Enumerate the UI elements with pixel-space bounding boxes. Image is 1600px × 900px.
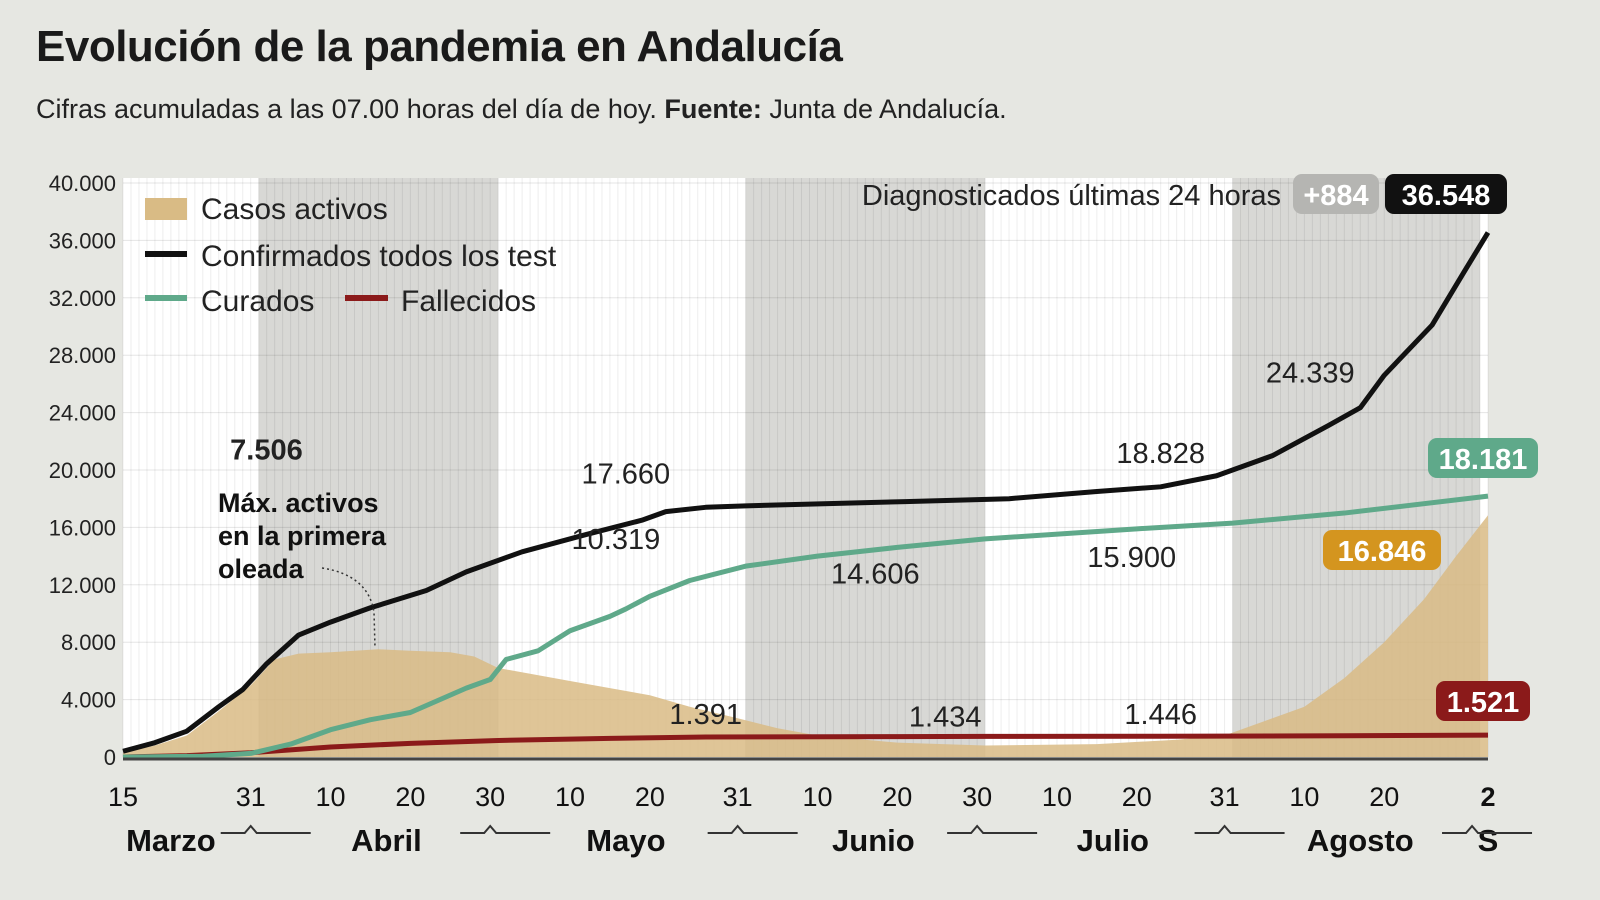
month-label: Julio — [1077, 823, 1149, 858]
diagnosticados-label: Diagnosticados últimas 24 horas — [862, 180, 1281, 212]
subtitle: Cifras acumuladas a las 07.00 horas del … — [36, 94, 1007, 125]
confirmados-badge-text: 36.548 — [1402, 180, 1491, 212]
x-tick-label: 20 — [1122, 782, 1152, 812]
x-tick-label: 30 — [475, 782, 505, 812]
month-label: Junio — [832, 823, 915, 858]
x-tick-label: 20 — [1369, 782, 1399, 812]
y-tick-label: 28.000 — [49, 343, 116, 368]
month-label: Marzo — [126, 823, 216, 858]
legend-label: Casos activos — [201, 193, 388, 226]
legend-label: Confirmados todos los test — [201, 240, 557, 273]
x-tick-label: 2 — [1480, 782, 1495, 812]
y-tick-label: 24.000 — [49, 401, 116, 426]
source-label: Fuente: — [664, 94, 762, 124]
max-activos-note: oleada — [218, 554, 305, 584]
month-separator — [707, 824, 798, 834]
legend-label: Curados — [201, 285, 314, 318]
annotation-label: 1.434 — [909, 701, 982, 733]
annotation-label: 1.446 — [1124, 699, 1197, 731]
month-separator — [460, 824, 551, 834]
x-tick-label: 10 — [802, 782, 832, 812]
subtitle-text: Cifras acumuladas a las 07.00 horas del … — [36, 94, 657, 124]
y-tick-label: 0 — [104, 745, 116, 770]
curados-badge-text: 18.181 — [1439, 444, 1528, 476]
annotation-label: 10.319 — [572, 524, 661, 556]
max-activos-note: Máx. activos — [218, 488, 379, 518]
y-tick-label: 36.000 — [49, 228, 116, 253]
activos-badge — [1323, 530, 1441, 570]
x-tick-label: 10 — [555, 782, 585, 812]
x-tick-label: 31 — [1210, 782, 1240, 812]
source-text: Junta de Andalucía. — [769, 94, 1007, 124]
x-tick-label: 20 — [395, 782, 425, 812]
series-area-casos-activos — [123, 515, 1488, 757]
x-tick-label: 30 — [962, 782, 992, 812]
y-tick-label: 4.000 — [61, 688, 116, 713]
legend-label: Fallecidos — [401, 285, 536, 318]
curados-badge — [1428, 438, 1538, 478]
month-label: Agosto — [1307, 823, 1414, 858]
x-tick-label: 10 — [1289, 782, 1319, 812]
fallecidos-badge — [1436, 681, 1530, 721]
series-line-curados — [122, 493, 1489, 760]
x-tick-label: 20 — [635, 782, 665, 812]
month-label: S — [1478, 823, 1499, 858]
legend-swatch-activos — [145, 198, 187, 220]
shaded-month-band — [745, 178, 986, 757]
x-tick-label: 10 — [316, 782, 346, 812]
x-tick-label: 31 — [236, 782, 266, 812]
y-tick-label: 12.000 — [49, 573, 116, 598]
fallecidos-badge-text: 1.521 — [1447, 687, 1520, 719]
annotation-label: 18.828 — [1116, 438, 1205, 470]
max-activos-note: en la primera — [218, 521, 387, 551]
delta-badge-text: +884 — [1303, 180, 1368, 212]
y-tick-label: 16.000 — [49, 515, 116, 540]
month-label: Mayo — [586, 823, 665, 858]
y-tick-label: 20.000 — [49, 458, 116, 483]
y-tick-label: 8.000 — [61, 630, 116, 655]
confirmados-badge — [1385, 174, 1507, 214]
annotation-label: 15.900 — [1087, 542, 1176, 574]
delta-badge — [1293, 174, 1379, 214]
month-separator — [1194, 824, 1285, 834]
month-label: Abril — [351, 823, 422, 858]
month-separator — [220, 824, 311, 834]
month-separator — [947, 824, 1038, 834]
y-tick-label: 40.000 — [49, 171, 116, 196]
page-title: Evolución de la pandemia en Andalucía — [36, 22, 843, 71]
x-tick-label: 31 — [723, 782, 753, 812]
annotation-label: 24.339 — [1266, 358, 1355, 390]
x-tick-label: 15 — [108, 782, 138, 812]
annotation-label: 14.606 — [831, 558, 920, 590]
annotation-label: 1.391 — [669, 699, 742, 731]
month-separator — [1442, 824, 1533, 834]
annotation-label: 17.660 — [581, 459, 670, 491]
y-tick-label: 32.000 — [49, 286, 116, 311]
x-tick-label: 20 — [882, 782, 912, 812]
x-tick-label: 10 — [1042, 782, 1072, 812]
activos-badge-text: 16.846 — [1338, 536, 1427, 568]
annotation-label: 7.506 — [230, 434, 303, 466]
